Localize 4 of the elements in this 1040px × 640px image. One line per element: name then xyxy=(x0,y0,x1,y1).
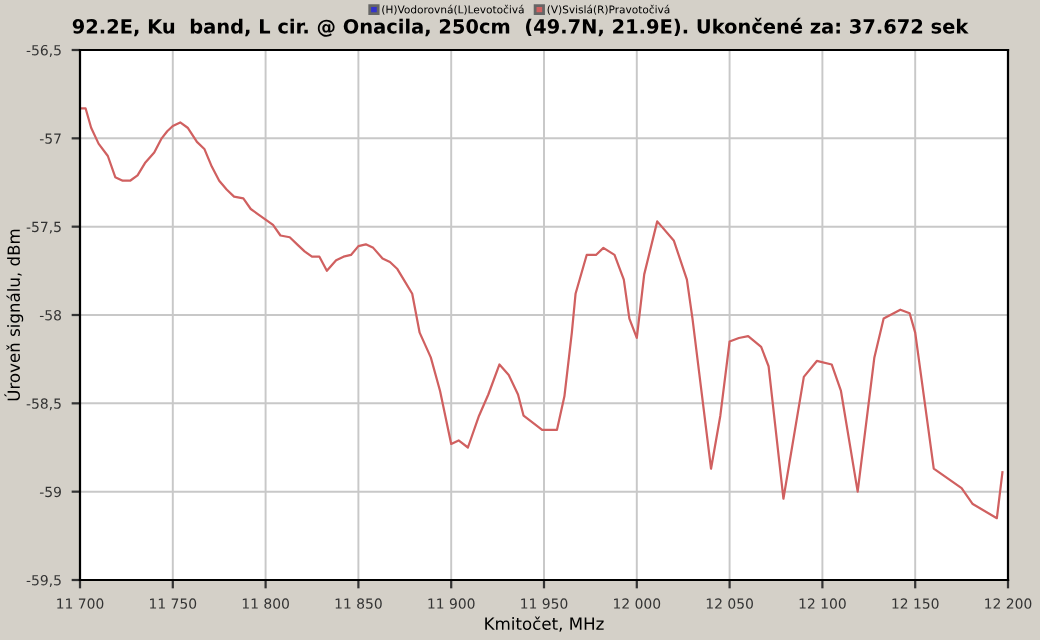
y-axis-title: Úroveň signálu, dBm xyxy=(4,229,24,401)
chart-title: 92.2E, Ku band, L cir. @ Onacila, 250cm (49.7N, 21.9E). Ukončené za: 37.672 sek xyxy=(72,17,969,37)
line-series xyxy=(80,107,1004,520)
x-axis-title: Kmitočet, MHz xyxy=(485,616,604,632)
